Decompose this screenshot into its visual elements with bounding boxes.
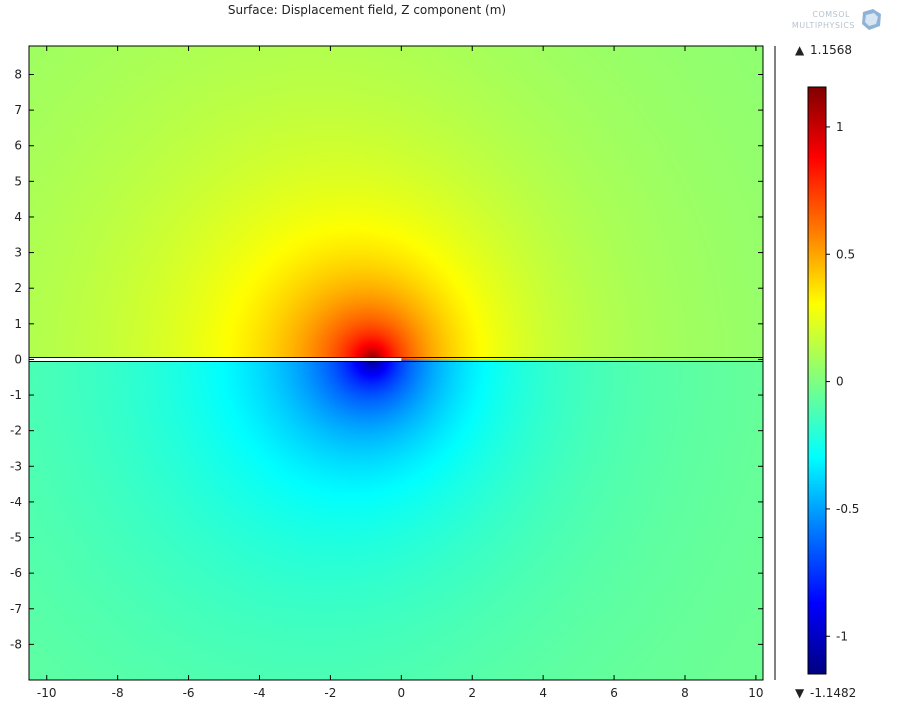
y-tick-label: 4 (14, 210, 22, 224)
x-tick-label: 4 (539, 686, 547, 700)
y-tick-label: -1 (10, 388, 22, 402)
x-axis-ticks: -10 -8 -6 -4 -2 0 2 4 6 8 10 (37, 46, 764, 700)
y-tick-label: -4 (10, 495, 22, 509)
x-tick-label: -8 (112, 686, 124, 700)
crack-opening (29, 357, 402, 361)
y-tick-label: 1 (14, 317, 22, 331)
y-tick-label: -6 (10, 566, 22, 580)
x-tick-label: -6 (183, 686, 195, 700)
y-axis-ticks: 8 7 6 5 4 3 2 1 0 -1 -2 -3 -4 -5 -6 -7 -8 (10, 67, 763, 651)
y-tick-label: -2 (10, 424, 22, 438)
y-tick-label: 2 (14, 281, 22, 295)
colorbar-min-marker: ▼ (795, 686, 805, 700)
y-tick-label: 5 (14, 174, 22, 188)
y-tick-label: 7 (14, 103, 22, 117)
x-tick-label: 2 (468, 686, 476, 700)
y-tick-label: -5 (10, 531, 22, 545)
cube-icon (862, 9, 881, 30)
y-tick-label: 3 (14, 246, 22, 260)
y-tick-label: 8 (14, 67, 22, 81)
y-tick-label: -3 (10, 459, 22, 473)
x-tick-label: 8 (681, 686, 689, 700)
x-tick-label: -10 (37, 686, 57, 700)
x-tick-label: 0 (397, 686, 405, 700)
y-tick-label: 6 (14, 139, 22, 153)
colorbar-ticks: 1 0.5 0 -0.5 -1 (826, 120, 859, 643)
displacement-field-surface (29, 46, 763, 680)
logo-line1: COMSOL (812, 10, 850, 19)
y-tick-label: -8 (10, 637, 22, 651)
colorbar-min-label: -1.1482 (810, 686, 856, 700)
y-tick-label: 0 (14, 352, 22, 366)
plot-frame (28, 45, 764, 681)
colorbar-tick-label: 0.5 (836, 247, 855, 261)
x-tick-label: 10 (748, 686, 763, 700)
x-tick-label: -4 (253, 686, 265, 700)
plot-title: Surface: Displacement field, Z component… (228, 3, 506, 17)
x-tick-label: 6 (610, 686, 618, 700)
colorbar-max-marker: ▲ (795, 43, 805, 57)
interface-line (29, 356, 763, 362)
y-tick-label: -7 (10, 602, 22, 616)
comsol-logo: COMSOL MULTIPHYSICS (792, 9, 881, 30)
colorbar-max-label: 1.1568 (810, 43, 852, 57)
colorbar (807, 86, 827, 675)
colorbar-tick-label: 0 (836, 375, 844, 389)
x-tick-label: -2 (324, 686, 336, 700)
colorbar-tick-label: 1 (836, 120, 844, 134)
colorbar-tick-label: -0.5 (836, 502, 859, 516)
logo-line2: MULTIPHYSICS (792, 21, 855, 30)
colorbar-tick-label: -1 (836, 629, 848, 643)
